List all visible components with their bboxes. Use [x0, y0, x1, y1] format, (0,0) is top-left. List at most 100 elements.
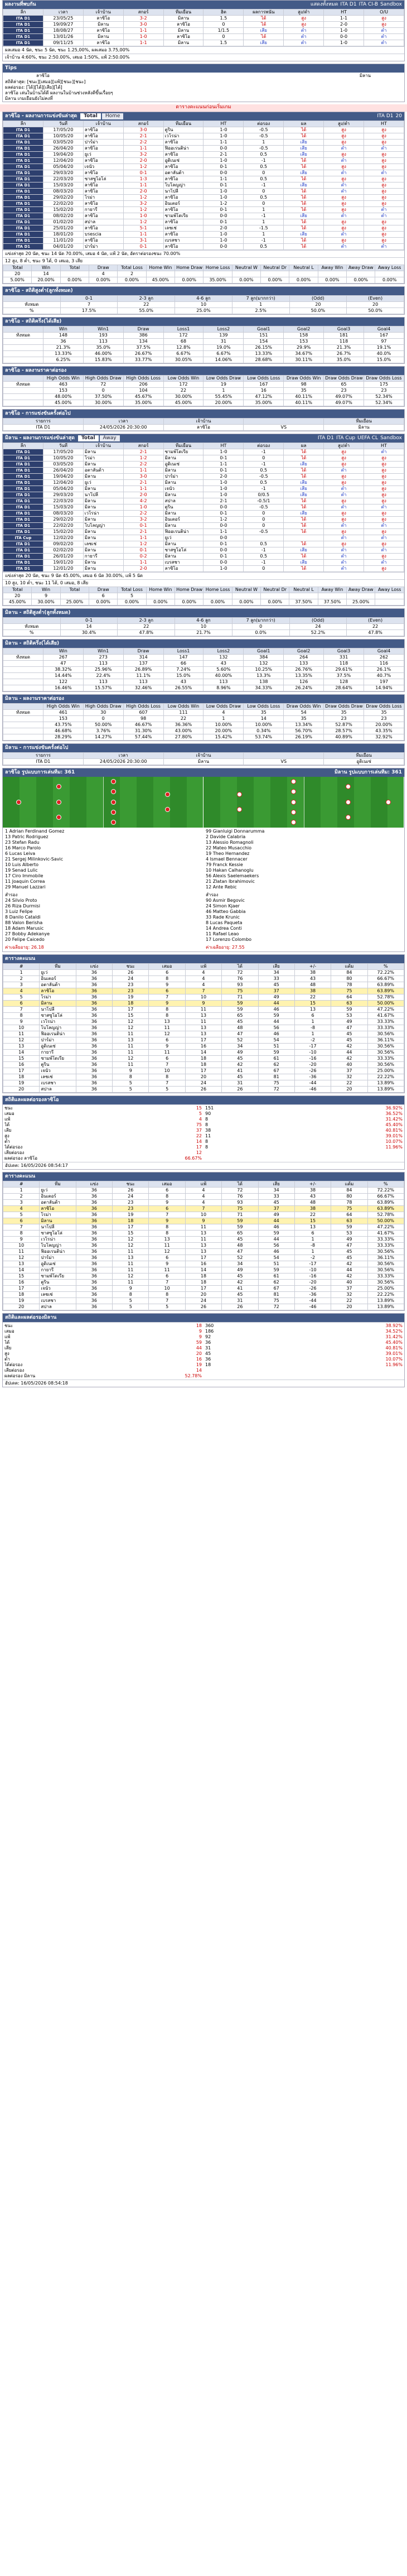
away-form-cell: 0-1 — [203, 467, 244, 474]
standings-row: 3 อตาลันต้า 36 23 9 4 93 45 48 78 63.89% — [2, 982, 405, 988]
h2h-filter-option[interactable]: ITA CI-B — [358, 1, 379, 7]
away-form-cell: สูง — [364, 528, 404, 535]
away-form-row: ITA D1 08/03/20 เวโรน่า 2-2 มิลาน 0-1 0 เสีย สูง… — [3, 510, 404, 517]
away-form-tab[interactable]: Away — [99, 435, 120, 442]
standings-cell: 24 — [112, 975, 149, 982]
home-form-cell: ลาซิโอ — [83, 133, 124, 140]
home-form-tab[interactable]: Home — [101, 113, 124, 120]
home-form-cell: สูง — [323, 151, 365, 158]
home-sub: 3 Luiz Felipe — [5, 909, 33, 914]
home-form-cell: 0.5 — [243, 151, 284, 158]
away-form-row: ITA D1 10/05/20 โรม่า 1-2 มิลาน 0-1 0 ได้ สูง สูง — [3, 455, 404, 462]
home-ht-header-cell — [3, 326, 43, 333]
away-form-filter-option[interactable]: ITA Cup — [336, 435, 356, 441]
standings-row: 7 นาโปลี 36 17 8 11 59 46 13 59 47.22% — [2, 1006, 405, 1013]
away-ht-cell: 26.55% — [163, 685, 204, 691]
h2h-cell: 0-0 — [323, 33, 365, 40]
home-form-cell: -1 — [243, 213, 284, 219]
away-form-section: มิลาน - ผลงานการแข่งขันล่าสุด Total Away … — [2, 434, 405, 606]
away-form-title: มิลาน - ผลงานการแข่งขันล่าสุด — [5, 435, 75, 441]
home-form-cell: ปาร์ม่า — [83, 139, 124, 146]
standings-cell: 7 — [2, 1006, 40, 1013]
home-form-cell: ต่ำ — [323, 157, 365, 164]
away-ou-cell: 22 — [346, 623, 404, 630]
away-ht-cell: 15.57% — [83, 685, 124, 691]
player-marker — [110, 809, 116, 815]
away-form-filter-option[interactable]: Sandbox — [380, 435, 402, 441]
home-form-cell: ITA D1 — [3, 176, 43, 182]
away-next-header-cell: ทีมเยือน — [323, 752, 404, 759]
home-ou-cell: ทั้งหมด — [3, 301, 61, 308]
stat-percent: 10.07% — [385, 1139, 403, 1144]
away-total-cell — [203, 593, 232, 599]
stat-percent: 40.81% — [385, 1345, 403, 1351]
stat-percent: 38.92% — [385, 1323, 403, 1328]
standings-cell: เจนัว — [39, 1068, 76, 1074]
away-ht-cell: 15.0% — [163, 672, 204, 679]
h2h-filter-option[interactable]: ITA D1 — [340, 1, 357, 7]
stat-row: 186 34.52% — [205, 1329, 403, 1334]
standings-cell: 11 — [2, 1248, 40, 1255]
standings-cell: 59 — [258, 1230, 295, 1237]
home-ou-cell: 10 — [175, 301, 232, 308]
standings-cell: 33 — [258, 975, 295, 982]
home-form-filter-option[interactable]: ITA D1 — [377, 113, 394, 119]
away-form-cell: ITA D1 — [3, 528, 43, 535]
standings-cell: 9 — [112, 1068, 149, 1074]
standings-cell: 12 — [112, 1018, 149, 1025]
standings-cell: 84 — [331, 969, 368, 976]
away-stats-time: อัปเดต: 16/05/2026 08:54:18 — [3, 1380, 404, 1387]
standings-cell: 15 — [2, 1273, 40, 1280]
standings-cell: อตาลันต้า — [39, 982, 76, 988]
home-odds-cell: 40.11% — [283, 400, 324, 406]
standings-cell: 23 — [112, 1205, 149, 1212]
standings-cell: 13 — [294, 1006, 332, 1013]
h2h-cell: 1-1 — [123, 27, 164, 34]
standings-2-section: ตารางคะแนน # ทีม แข่ง ชนะ เสมอ แพ้ ได้ เสีย +/- แ… — [2, 1172, 405, 1311]
standings-cell: 11 — [2, 1031, 40, 1037]
away-odds-header-cell: High Odds Draw — [83, 703, 124, 710]
home-ou-section: ลาซิโอ - สถิติสูงต่ำ(ลูกทั้งหมด) 0-1 2-3 … — [2, 286, 405, 315]
standings-cell: 1 — [294, 1031, 332, 1037]
stat-count: 186 — [205, 1329, 214, 1334]
home-form-cell: สูง — [323, 194, 365, 201]
away-player: 56 Alexis Saelemaekers — [206, 873, 259, 878]
away-ht-cell: 267 — [42, 654, 84, 661]
standings-row: 11 ฟิออเรนติน่า 36 11 12 13 47 46 1 45 30.56% — [2, 1248, 405, 1255]
home-form-cell: 3-2 — [123, 200, 164, 207]
away-form-tab[interactable]: Total — [77, 435, 99, 442]
home-next-cell: VS — [243, 424, 324, 431]
standings-cell: -44 — [294, 1080, 332, 1087]
standings-cell: -8 — [294, 1242, 332, 1249]
standings-row: 18 เลชเช่ 36 8 8 20 45 81 -36 32 22.22% — [2, 1074, 405, 1080]
away-total-header-cell: Home Draw — [175, 587, 204, 593]
home-form-cell: ได้ — [283, 206, 324, 213]
h2h-filter-option[interactable]: แสดงทั้งหมด — [310, 1, 338, 7]
away-odds-cell: 23 — [364, 715, 404, 722]
player-marker — [291, 819, 297, 825]
away-total-cell: 20 — [2, 593, 32, 599]
home-ht-cell — [3, 344, 43, 351]
away-ht-row: 38.32% 25.96% 26.89% 7.24% 5.60% 10.25% 26.76%… — [3, 666, 404, 673]
standings-cell: 7 — [148, 1080, 186, 1087]
away-form-cell: เจนัว — [163, 486, 204, 492]
away-form-filter-option[interactable]: UEFA CL — [357, 435, 379, 441]
standings-cell: 38 — [294, 988, 332, 994]
standings-cell: 30.56% — [367, 1267, 405, 1273]
away-form-cell: ITA D1 — [3, 516, 43, 523]
away-ht-cell: 43 — [163, 679, 204, 685]
home-form-cell: -1 — [243, 237, 284, 244]
home-form-filter-option[interactable]: 20 — [395, 113, 402, 119]
home-sub: 8 Danilo Cataldi — [5, 915, 41, 920]
away-form-filter-option[interactable]: ITA D1 — [317, 435, 334, 441]
home-odds-cell: 40.11% — [283, 393, 324, 400]
standings-cell: 65 — [221, 1012, 259, 1019]
standings-cell: 13 — [148, 1236, 186, 1243]
away-ou-table: 0-1 2-3 ลูก 4-6 ลูก 7 ลูก(มากกว่า) (Odd) (Eve… — [3, 617, 404, 636]
home-ht-header-cell: Draw — [123, 326, 164, 333]
h2h-filter-option[interactable]: Sandbox — [380, 1, 402, 7]
home-form-tab[interactable]: Total — [80, 113, 101, 120]
stat-row: สูง 20 — [4, 1351, 202, 1357]
home-form-header-cell: ลีก — [3, 121, 43, 127]
stat-value: 16 — [196, 1357, 202, 1362]
